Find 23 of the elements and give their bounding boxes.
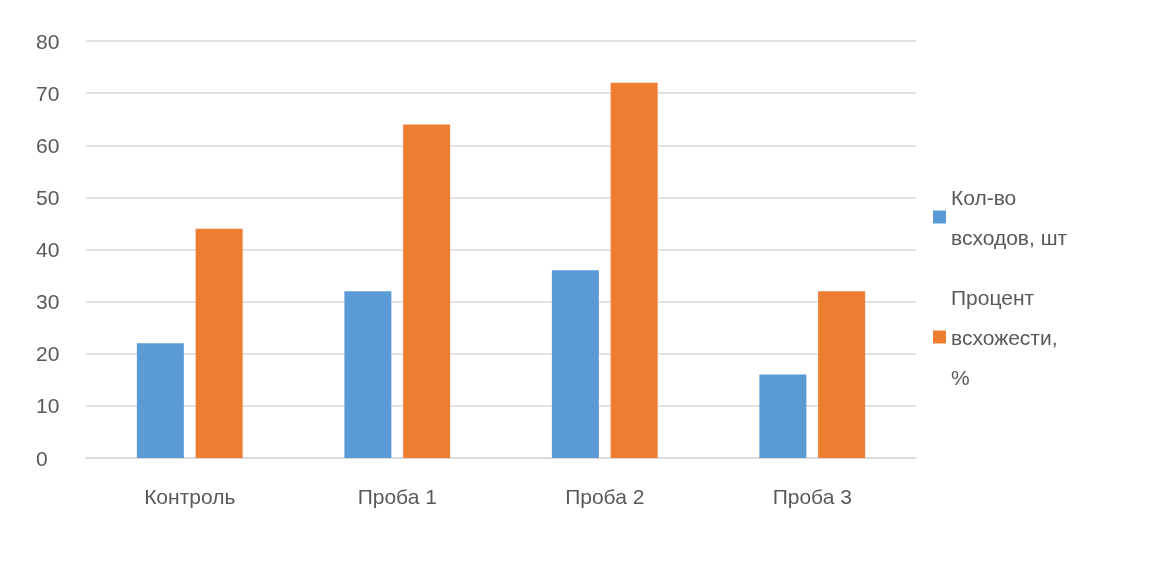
legend-label: Процент всхожести, % [951, 285, 1064, 389]
bar [403, 124, 451, 458]
y-tick-label: 10 [36, 394, 60, 418]
y-tick-label: 80 [36, 29, 60, 53]
bar [344, 291, 392, 458]
x-tick-label: Проба 1 [357, 485, 437, 508]
y-tick-label: 60 [36, 133, 60, 157]
y-tick-label: 70 [36, 81, 60, 105]
x-tick-label: Проба 2 [565, 485, 645, 508]
x-tick-label: Контроль [144, 485, 236, 508]
bar [136, 343, 184, 458]
x-tick-label: Проба 3 [772, 485, 852, 508]
bar [818, 291, 866, 458]
y-tick-label: 20 [36, 342, 60, 366]
bar [195, 228, 243, 458]
y-tick-label: 0 [36, 446, 48, 470]
y-tick-label: 30 [36, 290, 60, 314]
bar [610, 82, 658, 458]
bar [551, 270, 599, 458]
bar [759, 374, 807, 458]
y-tick-label: 50 [36, 185, 60, 209]
legend-label: Кол-во всходов, шт [951, 185, 1068, 249]
y-tick-label: 40 [36, 238, 60, 261]
